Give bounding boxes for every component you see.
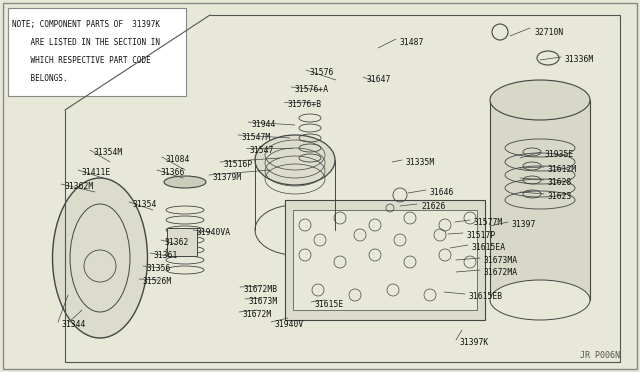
Text: 31628: 31628 (548, 178, 572, 187)
Ellipse shape (166, 246, 204, 254)
Text: 31379M: 31379M (213, 173, 243, 182)
Text: ARE LISTED IN THE SECTION IN: ARE LISTED IN THE SECTION IN (12, 38, 160, 47)
Text: 31612M: 31612M (548, 165, 577, 174)
Ellipse shape (490, 280, 590, 320)
Ellipse shape (166, 206, 204, 214)
Text: 31487: 31487 (400, 38, 424, 47)
Ellipse shape (255, 135, 335, 185)
Text: 31361: 31361 (154, 251, 179, 260)
Ellipse shape (166, 216, 204, 224)
Text: 31354M: 31354M (94, 148, 124, 157)
Ellipse shape (164, 176, 206, 188)
Text: 31547M: 31547M (242, 133, 271, 142)
Text: 31647: 31647 (367, 75, 392, 84)
Text: 31517P: 31517P (467, 231, 496, 240)
Text: WHICH RESPECTIVE PART CODE: WHICH RESPECTIVE PART CODE (12, 56, 151, 65)
Text: 31646: 31646 (430, 188, 454, 197)
Text: 31516P: 31516P (224, 160, 253, 169)
Text: 31084: 31084 (166, 155, 190, 164)
Ellipse shape (52, 178, 147, 338)
Text: 31526M: 31526M (143, 277, 172, 286)
Ellipse shape (490, 80, 590, 120)
Text: 31547: 31547 (250, 146, 275, 155)
Text: 31576+A: 31576+A (295, 85, 329, 94)
Text: 31356: 31356 (147, 264, 172, 273)
Text: 31615EB: 31615EB (469, 292, 503, 301)
Text: JR P006N: JR P006N (580, 351, 620, 360)
Text: 32710N: 32710N (535, 28, 564, 37)
Ellipse shape (166, 236, 204, 244)
Bar (285, 200, 485, 320)
Bar (167, 228, 197, 256)
Text: 31354: 31354 (133, 200, 157, 209)
Text: BELONGS.: BELONGS. (12, 74, 67, 83)
Text: 31940V: 31940V (275, 320, 304, 329)
Text: 31615E: 31615E (315, 300, 344, 309)
Text: 31576: 31576 (310, 68, 334, 77)
Text: 31673MA: 31673MA (484, 256, 518, 265)
Text: 31362: 31362 (165, 238, 189, 247)
Text: 31335M: 31335M (406, 158, 435, 167)
Text: 31940VA: 31940VA (197, 228, 231, 237)
Bar (293, 210, 477, 310)
Ellipse shape (166, 256, 204, 264)
Text: 31615EA: 31615EA (472, 243, 506, 252)
Text: 21626: 21626 (421, 202, 445, 211)
Text: 31362M: 31362M (65, 182, 94, 191)
Ellipse shape (166, 226, 204, 234)
Text: 31336M: 31336M (565, 55, 595, 64)
Text: 31366: 31366 (161, 168, 186, 177)
Text: NOTE; COMPONENT PARTS OF  31397K: NOTE; COMPONENT PARTS OF 31397K (12, 20, 160, 29)
Text: 31576+B: 31576+B (288, 100, 322, 109)
Text: 31672MB: 31672MB (244, 285, 278, 294)
Text: 31623: 31623 (548, 192, 572, 201)
Bar (8, 8, 186, 96)
Text: 31577M: 31577M (474, 218, 503, 227)
Text: 31935E: 31935E (545, 150, 574, 159)
Bar (490, 100, 590, 300)
Text: 31397: 31397 (512, 220, 536, 229)
Text: 31944: 31944 (252, 120, 276, 129)
Ellipse shape (166, 266, 204, 274)
Text: 31673M: 31673M (249, 297, 278, 306)
Text: 31672MA: 31672MA (484, 268, 518, 277)
Text: 31344: 31344 (62, 320, 86, 329)
Text: 31672M: 31672M (243, 310, 272, 319)
Text: 31397K: 31397K (460, 338, 489, 347)
Ellipse shape (255, 205, 335, 255)
Text: 31411E: 31411E (82, 168, 111, 177)
